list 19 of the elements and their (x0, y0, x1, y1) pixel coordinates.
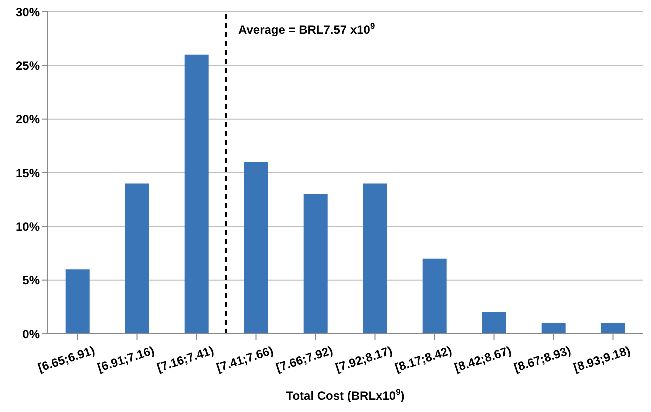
ref-line-label: Average = BRL7.57 x10$^{9}$ (238, 21, 376, 37)
bar (601, 323, 626, 334)
bar (542, 323, 566, 334)
bar (66, 270, 90, 334)
y-tick-label: 0% (22, 327, 40, 342)
y-tick-label: 30% (16, 5, 40, 20)
bar (184, 54, 209, 334)
x-axis-title: Total Cost (BRLx10$^{9}$) (286, 387, 405, 403)
y-tick-label: 5% (22, 274, 40, 288)
y-tick-label: 25% (16, 58, 40, 73)
y-tick-label: 10% (16, 220, 40, 234)
bar (363, 184, 388, 334)
bar (244, 162, 268, 334)
bar (304, 194, 328, 334)
bar (422, 258, 447, 334)
y-tick-label: 15% (16, 166, 40, 180)
bar (482, 312, 506, 334)
y-tick-label: 20% (16, 112, 40, 127)
bar (125, 184, 150, 334)
